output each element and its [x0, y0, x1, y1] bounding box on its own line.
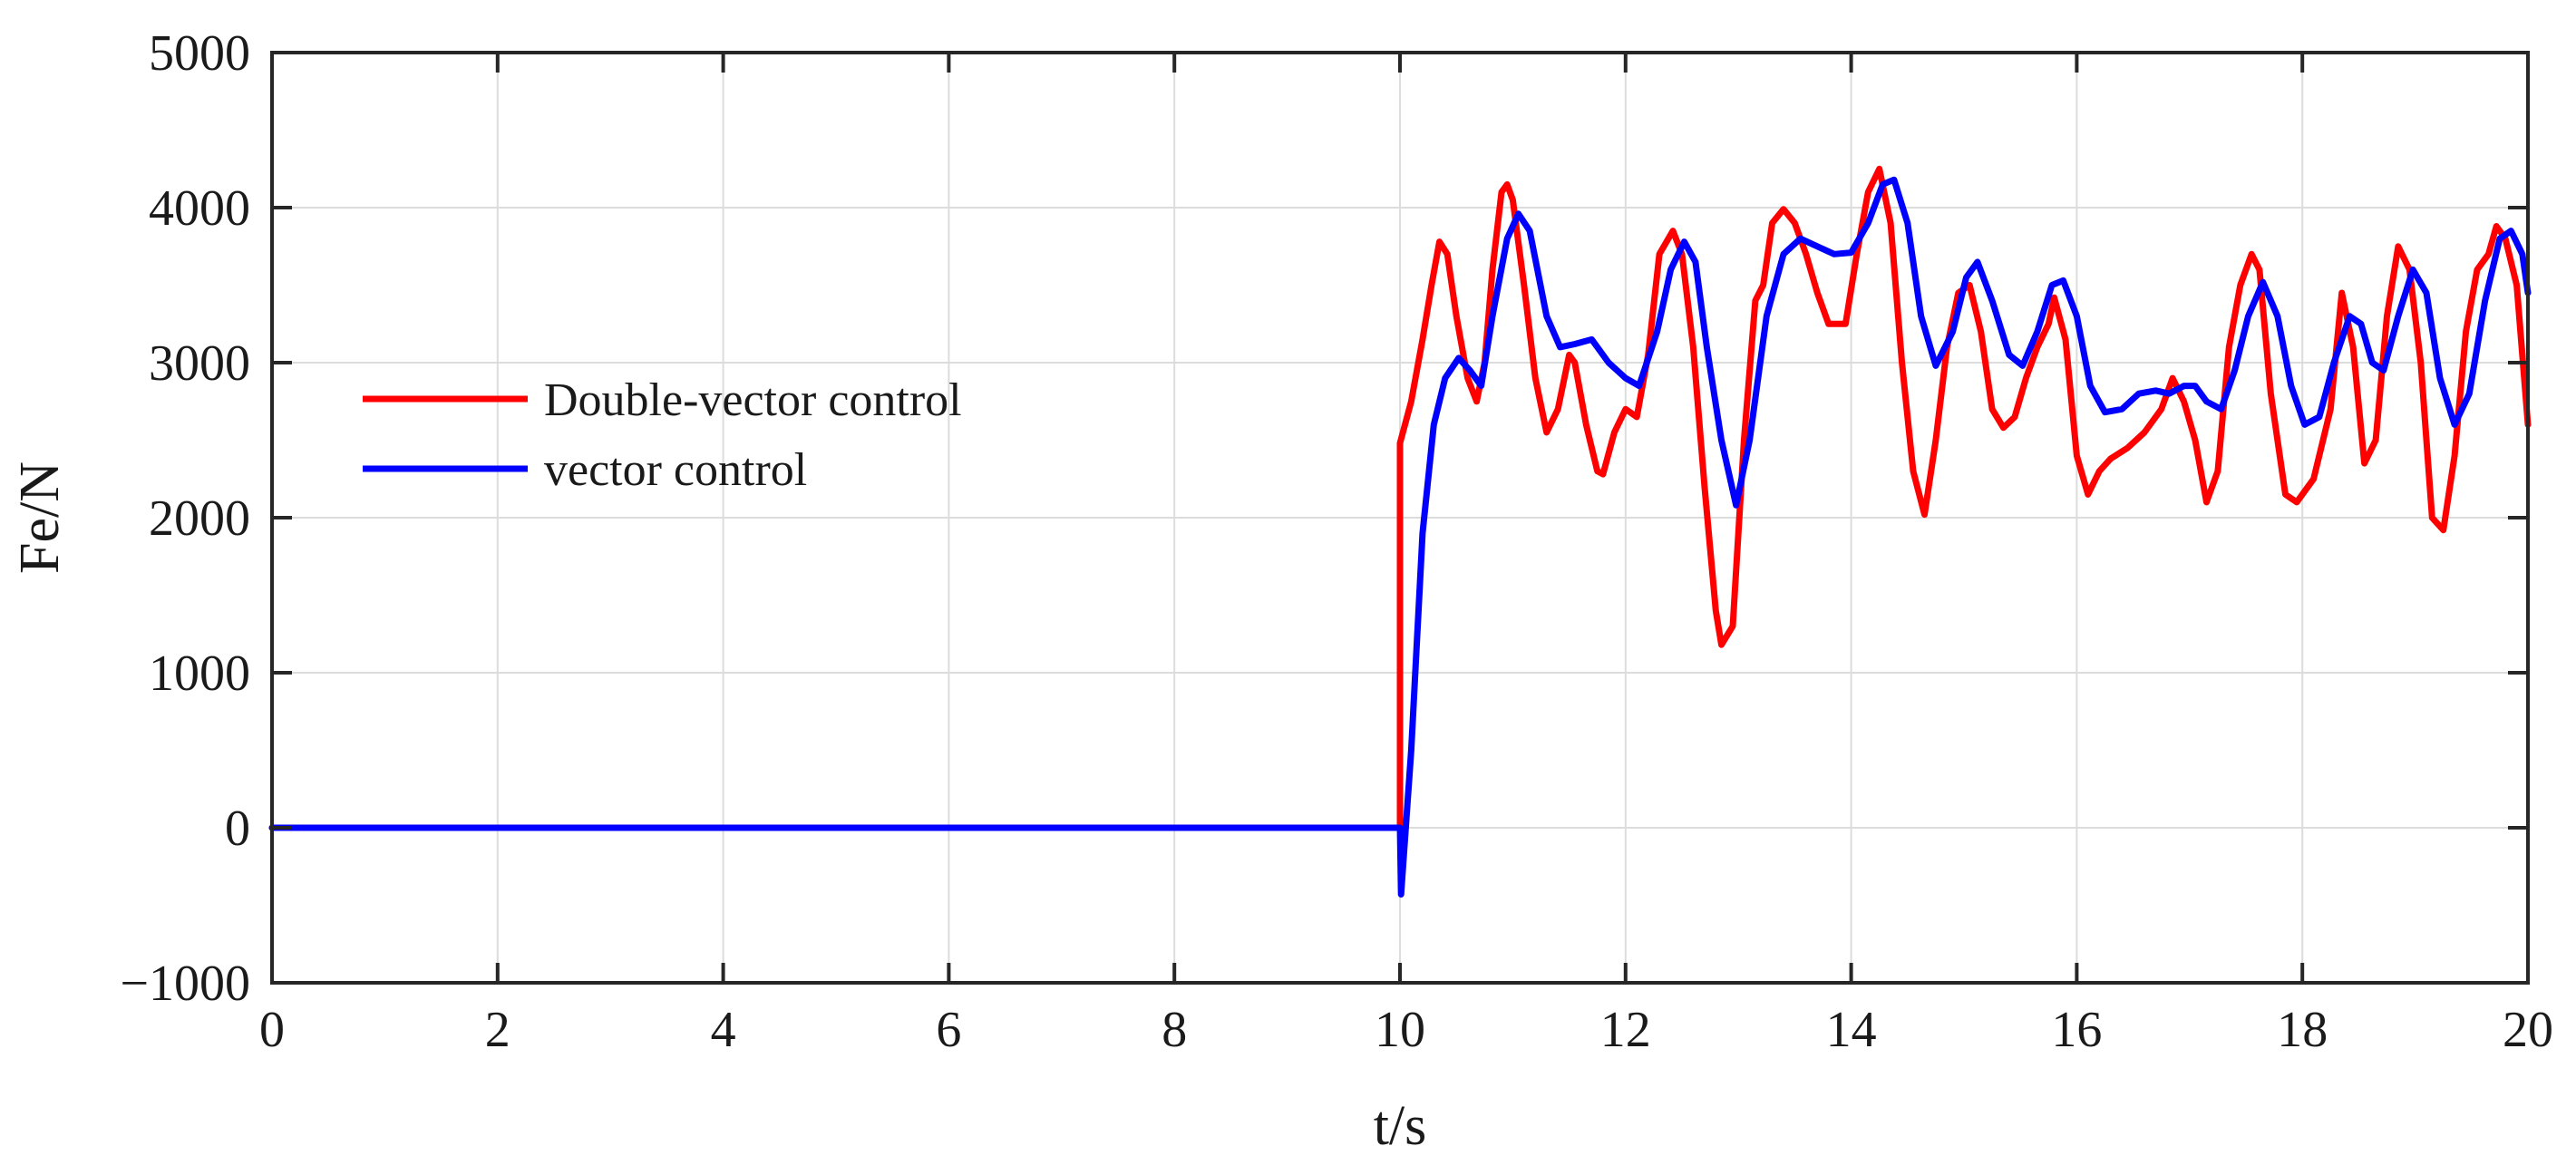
x-tick-label: 18 [2277, 1002, 2328, 1058]
x-axis-tick-labels: 0 2 4 6 8 10 12 14 16 18 20 [259, 1002, 2553, 1058]
series-lines [268, 165, 2532, 898]
y-tick-label: 1000 [149, 646, 250, 702]
axis-ticks [270, 51, 2530, 985]
x-tick-label: 4 [711, 1002, 736, 1058]
legend-label: Double-vector control [544, 374, 962, 426]
x-tick-label: 6 [936, 1002, 961, 1058]
y-tick-label: 5000 [149, 25, 250, 82]
grid-lines [272, 53, 2528, 983]
legend-label: vector control [544, 444, 807, 496]
y-tick-label: 2000 [149, 490, 250, 547]
x-tick-label: 12 [1600, 1002, 1651, 1058]
series-line-vector-control [268, 176, 2532, 898]
legend: Double-vector control vector control [363, 374, 962, 496]
y-tick-label: −1000 [120, 956, 250, 1012]
y-axis-title: Fe/N [9, 461, 71, 574]
y-tick-label: 4000 [149, 180, 250, 237]
x-tick-label: 10 [1375, 1002, 1425, 1058]
x-axis-title: t/s [1374, 1095, 1427, 1157]
x-tick-label: 14 [1826, 1002, 1877, 1058]
x-tick-label: 0 [259, 1002, 285, 1058]
x-tick-label: 16 [2051, 1002, 2102, 1058]
x-tick-label: 8 [1162, 1002, 1187, 1058]
y-tick-label: 0 [225, 801, 250, 857]
y-tick-label: 3000 [149, 335, 250, 392]
x-tick-label: 2 [485, 1002, 510, 1058]
y-axis-tick-labels: −1000 0 1000 2000 3000 4000 5000 [120, 25, 250, 1012]
x-tick-label: 20 [2503, 1002, 2553, 1058]
